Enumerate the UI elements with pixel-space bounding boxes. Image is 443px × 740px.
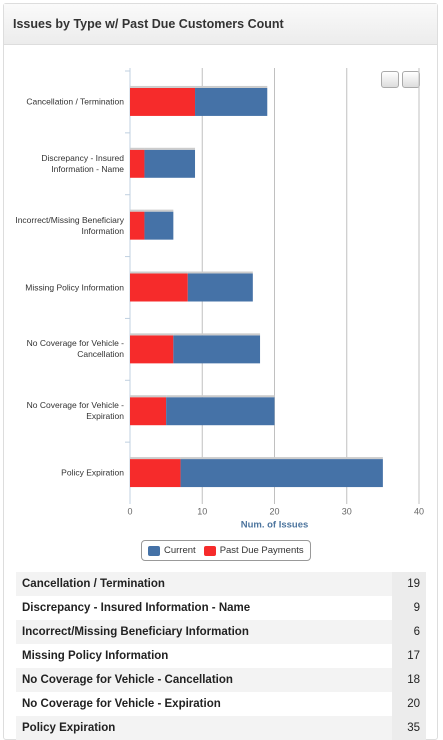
x-axis-title: Num. of Issues [241, 520, 309, 531]
table-row: Discrepancy - Insured Information - Name… [16, 596, 426, 620]
bar [144, 149, 196, 178]
table-row: Incorrect/Missing Beneficiary Informatio… [16, 620, 426, 644]
row-count: 20 [392, 692, 426, 716]
table-row: Cancellation / Termination 19 [16, 572, 426, 596]
y-tick-label: Missing Policy Information [25, 282, 124, 292]
row-label: No Coverage for Vehicle - Expiration [22, 698, 221, 710]
bar-shadow [195, 85, 268, 88]
bar [195, 87, 268, 116]
row-count: 17 [392, 644, 426, 668]
legend-label: Past Due Payments [219, 545, 304, 556]
panel-title: Issues by Type w/ Past Due Customers Cou… [13, 17, 284, 31]
bar-shadow [130, 271, 188, 274]
bar [180, 459, 383, 488]
x-tick-label: 10 [197, 506, 207, 516]
print-button[interactable] [381, 71, 399, 88]
x-tick-label: 30 [342, 506, 352, 516]
table-row: No Coverage for Vehicle - Expiration 20 [16, 692, 426, 716]
table-row: Policy Expiration 35 [16, 716, 426, 740]
row-count: 35 [392, 716, 426, 740]
bar-shadow [130, 147, 145, 150]
bar [166, 397, 275, 426]
bar-shadow [144, 147, 196, 150]
bar [130, 87, 196, 116]
x-tick-label: 20 [269, 506, 279, 516]
bar [130, 459, 181, 488]
bar-shadow [180, 457, 383, 460]
bar-shadow [130, 209, 145, 212]
y-tick-label: Incorrect/Missing Beneficiary Informatio… [15, 214, 124, 236]
y-tick-label: Discrepancy - Insured Information - Name [41, 152, 124, 174]
panel-header: Issues by Type w/ Past Due Customers Cou… [4, 4, 437, 45]
bar-shadow [173, 333, 261, 336]
row-label: Policy Expiration [22, 722, 116, 734]
legend-item: Past Due Payments [203, 545, 304, 556]
row-label: Discrepancy - Insured Information - Name [22, 602, 251, 614]
row-label: No Coverage for Vehicle - Cancellation [22, 674, 233, 686]
legend-label: Current [164, 545, 196, 556]
row-count: 18 [392, 668, 426, 692]
row-count: 9 [392, 596, 426, 620]
bar [130, 335, 174, 364]
bar-shadow [166, 395, 275, 398]
bar-shadow [144, 209, 174, 212]
bar-shadow [130, 333, 174, 336]
y-tick-label: Policy Expiration [61, 467, 124, 478]
bar [130, 149, 145, 178]
y-tick-label: Cancellation / Termination [26, 96, 124, 107]
bar-shadow [130, 395, 167, 398]
row-label: Incorrect/Missing Beneficiary Informatio… [22, 626, 249, 638]
bar-shadow [130, 457, 181, 460]
table-row: No Coverage for Vehicle - Cancellation 18 [16, 668, 426, 692]
row-count: 6 [392, 620, 426, 644]
bar [173, 335, 261, 364]
legend-item: Current [148, 545, 196, 556]
y-tick-label: No Coverage for Vehicle - Expiration [26, 400, 124, 422]
y-tick-label: No Coverage for Vehicle - Cancellation [26, 338, 124, 360]
legend: Current Past Due Payments [141, 540, 311, 561]
bar [144, 211, 174, 240]
table-row: Missing Policy Information 17 [16, 644, 426, 668]
bar [130, 211, 145, 240]
row-label: Cancellation / Termination [22, 578, 165, 590]
bar-shadow [187, 271, 253, 274]
bar-shadow [130, 85, 196, 88]
row-count: 19 [392, 572, 426, 596]
bar [130, 397, 167, 426]
summary-table: Cancellation / Termination 19 Discrepancy … [16, 572, 426, 740]
legend-swatch [148, 545, 160, 556]
x-tick-label: 0 [127, 506, 132, 516]
row-label: Missing Policy Information [22, 650, 169, 662]
legend-swatch [203, 545, 216, 556]
x-tick-label: 40 [414, 506, 424, 516]
chart: 0 10 20 30 40 Num. of Issues [125, 68, 424, 531]
bar [187, 273, 253, 302]
bar [130, 273, 188, 302]
